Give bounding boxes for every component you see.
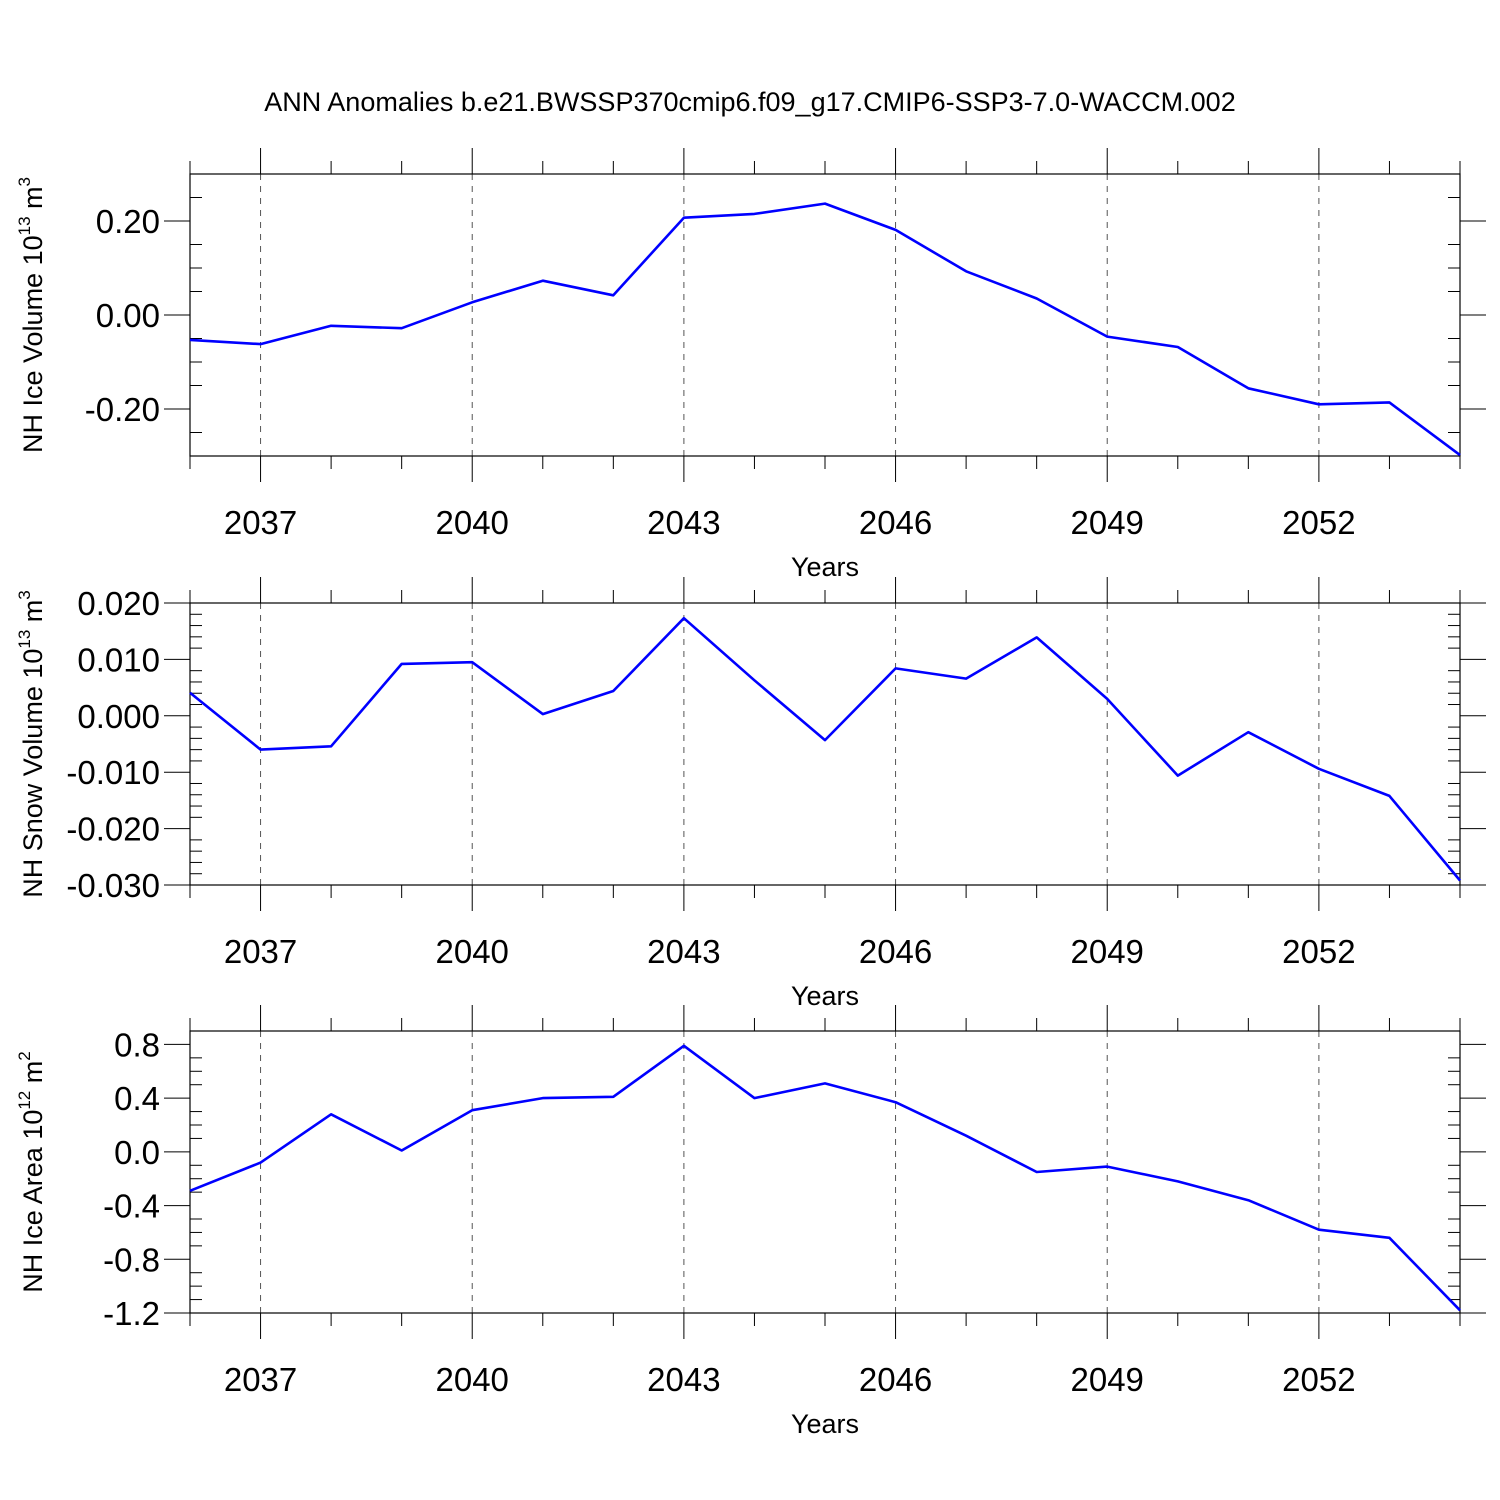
x-tick-label: 2049 <box>1071 1361 1144 1398</box>
x-tick-label: 2040 <box>436 1361 509 1398</box>
x-axis-title: Years <box>791 981 859 1011</box>
y-tick-label: 0.00 <box>96 297 160 334</box>
x-tick-label: 2037 <box>224 504 297 541</box>
y-tick-label: 0.20 <box>96 203 160 240</box>
y-tick-label: 0.020 <box>77 585 160 622</box>
y-axis-title-part: 12 <box>15 1091 34 1110</box>
x-tick-label: 2043 <box>647 1361 720 1398</box>
x-tick-label: 2037 <box>224 933 297 970</box>
x-axis-title: Years <box>791 552 859 582</box>
x-tick-label: 2040 <box>436 933 509 970</box>
y-axis-title-part: m <box>18 1061 48 1091</box>
y-tick-label: -0.20 <box>85 391 160 428</box>
x-tick-label: 2040 <box>436 504 509 541</box>
y-tick-label: -0.8 <box>103 1241 160 1278</box>
series-line <box>189 1044 1461 1312</box>
y-axis-title-part: 2 <box>15 1051 34 1060</box>
x-tick-label: 2037 <box>224 1361 297 1398</box>
y-axis-title: NH Ice Area 1012 m2 <box>15 1051 48 1292</box>
series-line <box>189 616 1461 882</box>
figure-title: ANN Anomalies b.e21.BWSSP370cmip6.f09_g1… <box>264 87 1235 117</box>
y-axis-title: NH Ice Volume 1013 m3 <box>15 177 48 453</box>
y-axis-title-part: NH Ice Volume 10 <box>18 235 48 453</box>
y-tick-label: -0.020 <box>66 811 160 848</box>
y-tick-label: -0.010 <box>66 754 160 791</box>
y-axis-title-part: NH Snow Volume 10 <box>18 649 48 898</box>
panel-2: -0.030 -0.020 -0.010 0.000 0.010 0.020 2037 204… <box>15 577 1486 1011</box>
y-axis-title-part: m <box>18 600 48 630</box>
panels-group: -0.20 0.00 0.20 2037 2040 2043 2046 2049 2052 Yea… <box>15 148 1486 1439</box>
y-axis-title-part: 13 <box>15 630 34 649</box>
y-axis-title-part: NH Ice Area 10 <box>18 1110 48 1293</box>
y-axis-title-part: 3 <box>15 177 34 186</box>
plot-frame <box>189 173 1461 457</box>
y-tick-label: 0.4 <box>114 1080 160 1117</box>
x-tick-label: 2046 <box>859 504 932 541</box>
x-tick-label: 2049 <box>1071 933 1144 970</box>
y-axis-title: NH Snow Volume 1013 m3 <box>15 590 48 898</box>
x-tick-label: 2043 <box>647 504 720 541</box>
x-tick-label: 2046 <box>859 1361 932 1398</box>
x-axis-title: Years <box>791 1409 859 1439</box>
y-tick-label: 0.8 <box>114 1026 160 1063</box>
y-axis-title-part: 13 <box>15 216 34 235</box>
x-tick-label: 2043 <box>647 933 720 970</box>
x-tick-label: 2052 <box>1282 1361 1355 1398</box>
plot-frame <box>189 1030 1461 1314</box>
series-line <box>189 202 1461 457</box>
y-tick-label: 0.010 <box>77 641 160 678</box>
x-tick-label: 2049 <box>1071 504 1144 541</box>
y-tick-label: 0.000 <box>77 698 160 735</box>
panel-1: -0.20 0.00 0.20 2037 2040 2043 2046 2049 2052 Yea… <box>15 148 1486 582</box>
x-tick-label: 2046 <box>859 933 932 970</box>
panel-3: -1.2 -0.8 -0.4 0.0 0.4 0.8 2037 2040 2043 2046 204… <box>15 1005 1486 1439</box>
y-tick-label: -0.030 <box>66 867 160 904</box>
y-tick-label: -1.2 <box>103 1295 160 1332</box>
y-axis-title-part: 3 <box>15 590 34 599</box>
x-tick-label: 2052 <box>1282 933 1355 970</box>
x-tick-label: 2052 <box>1282 504 1355 541</box>
y-tick-label: -0.4 <box>103 1188 160 1225</box>
y-axis-title-part: m <box>18 186 48 216</box>
y-tick-label: 0.0 <box>114 1134 160 1171</box>
